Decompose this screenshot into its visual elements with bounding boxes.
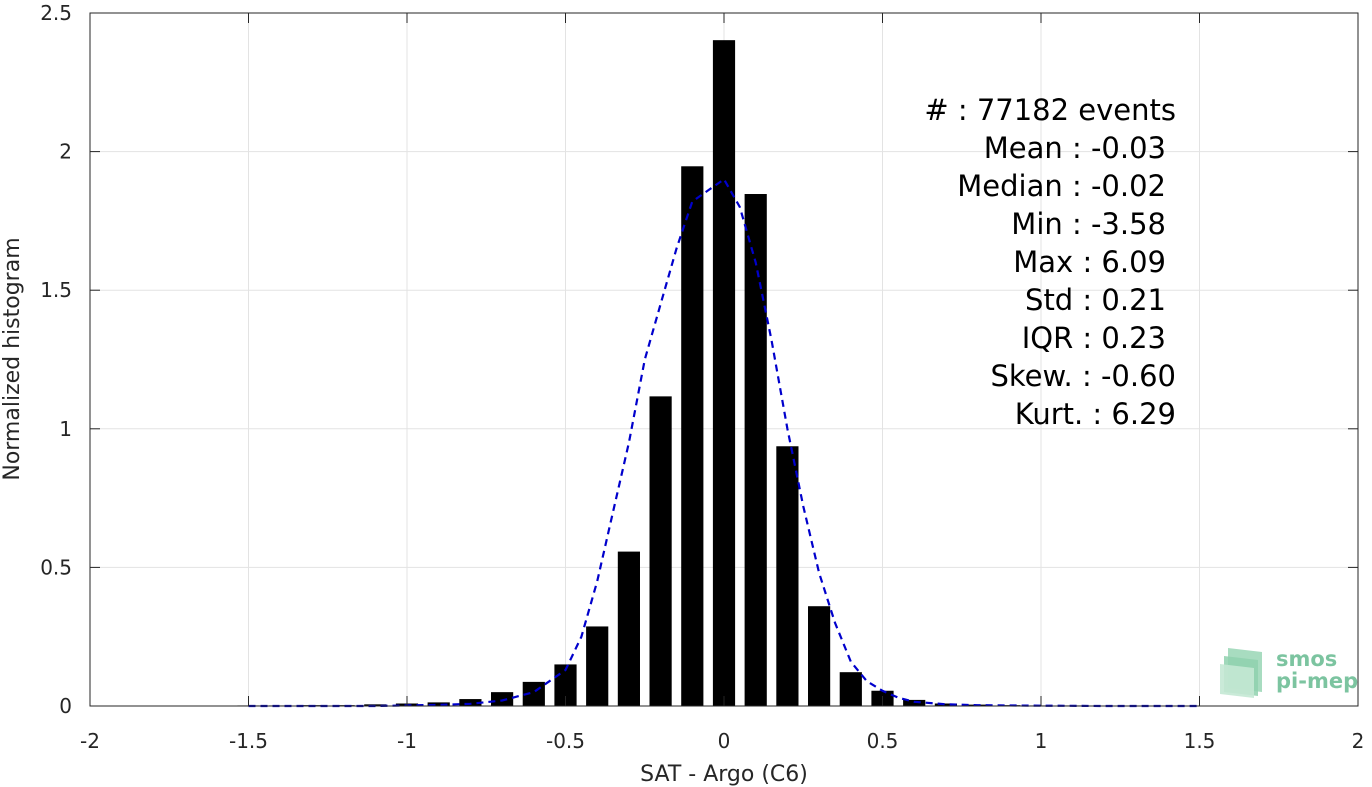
axis-ticks — [89, 12, 1359, 707]
histogram-bar — [808, 606, 831, 706]
stats-line: # : 77182 events — [924, 93, 1176, 127]
x-tick-label: 1 — [1035, 729, 1048, 753]
y-axis-label: Normalized histogram — [0, 237, 25, 480]
y-tick-label: 0.5 — [40, 555, 72, 579]
smos-pi-mep-logo: smos pi-mep — [1220, 647, 1358, 698]
y-tick-labels: 0 0.5 1 1.5 2 2.5 — [40, 1, 72, 718]
stats-line: Min : -3.58 — [1011, 207, 1166, 241]
histogram-bar — [839, 672, 862, 706]
histogram-bar — [427, 702, 450, 706]
statistics-annotation: # : 77182 events Mean : -0.03 Median : -0.… — [924, 93, 1176, 431]
logo-icon — [1220, 648, 1262, 698]
stats-line: IQR : 0.23 — [1022, 321, 1166, 355]
y-tick-label: 2 — [59, 140, 72, 164]
x-tick-label: -2 — [80, 729, 100, 753]
x-axis-label: SAT - Argo (C6) — [640, 762, 808, 787]
stats-line: Std : 0.21 — [1025, 283, 1166, 317]
stats-line: Max : 6.09 — [1013, 245, 1166, 279]
fit-curve — [248, 177, 1200, 708]
y-tick-label: 1 — [59, 417, 72, 441]
histogram-bar — [586, 626, 609, 706]
x-tick-label: -1 — [397, 729, 417, 753]
x-tick-label: 2 — [1352, 729, 1365, 753]
histogram-bar — [744, 194, 767, 706]
x-tick-labels: -2 -1.5 -1 -0.5 0 0.5 1 1.5 2 — [80, 729, 1364, 753]
x-tick-label: 0.5 — [867, 729, 899, 753]
x-tick-label: 1.5 — [1184, 729, 1216, 753]
stats-line: Mean : -0.03 — [984, 131, 1166, 165]
y-tick-label: 1.5 — [40, 278, 72, 302]
histogram-bar — [649, 396, 672, 706]
x-tick-label: 0 — [718, 729, 731, 753]
histogram-bar — [934, 703, 957, 706]
stats-line: Median : -0.02 — [957, 169, 1166, 203]
logo-text-pi-mep: pi-mep — [1276, 669, 1358, 693]
histogram-bar — [681, 166, 704, 706]
x-tick-label: -1.5 — [229, 729, 268, 753]
y-tick-label: 2.5 — [40, 1, 72, 25]
y-tick-label: 0 — [59, 694, 72, 718]
histogram-bar — [617, 551, 640, 706]
stats-line: Kurt. : 6.29 — [1015, 397, 1176, 431]
histogram-bars — [237, 40, 1211, 707]
histogram-bar — [459, 699, 482, 706]
histogram-bar — [491, 692, 514, 706]
logo-text-smos: smos — [1276, 647, 1337, 671]
histogram-bar — [712, 40, 736, 707]
histogram-bar — [903, 699, 926, 706]
stats-line: Skew. : -0.60 — [990, 359, 1176, 393]
x-tick-label: -0.5 — [546, 729, 585, 753]
histogram-bar — [776, 446, 799, 706]
